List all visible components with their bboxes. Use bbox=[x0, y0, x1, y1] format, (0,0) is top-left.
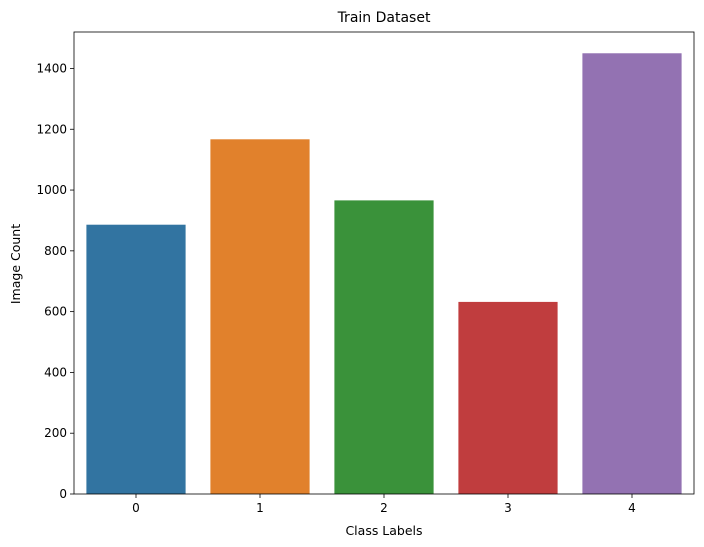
x-tick-label-3: 3 bbox=[504, 501, 512, 515]
y-tick-label-1400: 1400 bbox=[36, 61, 67, 75]
bar-4 bbox=[582, 53, 682, 495]
x-tick-label-2: 2 bbox=[380, 501, 388, 515]
bars-group bbox=[86, 53, 682, 495]
y-tick-label-600: 600 bbox=[44, 305, 67, 319]
y-tick-label-0: 0 bbox=[59, 487, 67, 501]
y-axis-label: Image Count bbox=[8, 224, 23, 304]
y-tick-label-1000: 1000 bbox=[36, 183, 67, 197]
chart-title: Train Dataset bbox=[337, 10, 431, 26]
x-tick-label-0: 0 bbox=[132, 501, 140, 515]
bar-0 bbox=[86, 224, 186, 494]
y-tick-label-800: 800 bbox=[44, 244, 67, 258]
bar-3 bbox=[458, 301, 558, 494]
x-axis: 0 1 2 3 4 bbox=[132, 494, 636, 515]
bar-1 bbox=[210, 139, 310, 494]
plot-frame bbox=[73, 31, 695, 495]
x-axis-label: Class Labels bbox=[345, 523, 422, 538]
x-tick-label-4: 4 bbox=[628, 501, 636, 515]
y-axis: 0 200 400 600 800 1000 1200 1400 bbox=[36, 61, 74, 501]
y-tick-label-1200: 1200 bbox=[36, 122, 67, 136]
y-tick-label-400: 400 bbox=[44, 365, 67, 379]
x-tick-label-1: 1 bbox=[256, 501, 264, 515]
y-tick-label-200: 200 bbox=[44, 426, 67, 440]
bar-2 bbox=[334, 200, 434, 494]
